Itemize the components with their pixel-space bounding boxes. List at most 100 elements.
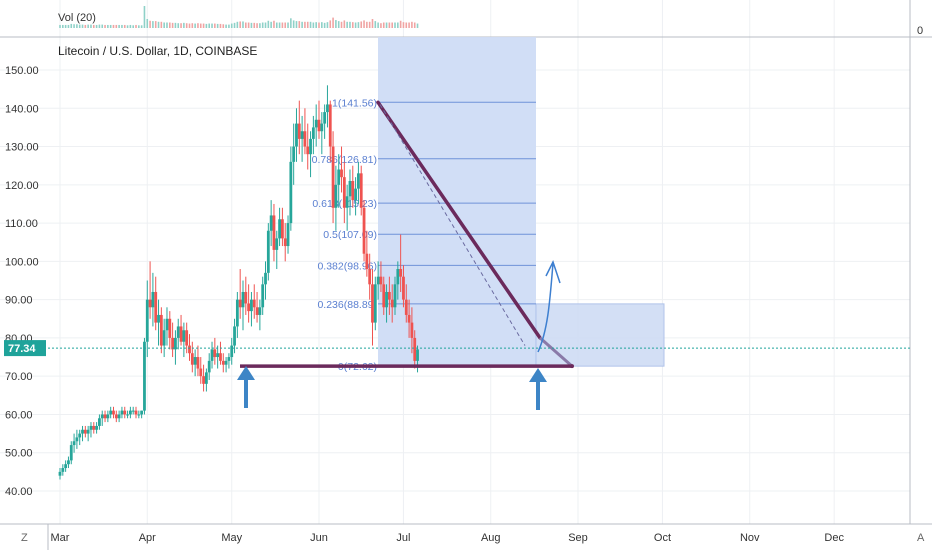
candle-body — [295, 123, 298, 147]
volume-bar — [188, 23, 191, 28]
volume-bar — [270, 21, 272, 28]
volume-bar — [168, 22, 171, 28]
candle-body — [185, 330, 189, 346]
volume-bar — [290, 18, 292, 28]
candle-body — [148, 299, 152, 308]
volume-bar — [160, 21, 163, 28]
candle-body — [278, 219, 281, 239]
candle-body — [235, 299, 239, 327]
volume-bar — [329, 20, 332, 28]
fib-level-label: 0.236(88.89) — [317, 299, 377, 311]
candle-body — [390, 299, 394, 308]
volume-bar — [259, 23, 261, 28]
candle-body — [120, 410, 124, 415]
trendline-projection[interactable] — [539, 336, 573, 368]
candle-body — [362, 207, 366, 254]
volume-bar — [351, 22, 354, 28]
candle-body — [190, 353, 194, 365]
candle-body — [289, 161, 293, 224]
time-tick-label: Nov — [740, 532, 760, 544]
volume-bar — [163, 22, 165, 28]
candle-body — [323, 112, 327, 124]
candle-body — [275, 238, 279, 250]
volume-bar — [233, 22, 236, 28]
candle-body — [396, 269, 400, 285]
candle-body — [404, 299, 408, 315]
fib-retracement-zone[interactable] — [378, 37, 536, 367]
candle-body — [320, 123, 324, 132]
target-zone-box[interactable] — [535, 303, 665, 367]
candle-body — [337, 169, 341, 185]
volume-bar — [62, 24, 64, 28]
candle-body — [92, 425, 96, 430]
candle-body — [134, 410, 138, 415]
candle-body — [188, 345, 191, 354]
price-tick-label: 100.00 — [5, 256, 39, 268]
volume-bar — [391, 22, 393, 28]
candle-body — [306, 146, 310, 155]
volume-bar — [380, 23, 382, 28]
volume-bar — [174, 22, 177, 28]
volume-bar — [326, 22, 329, 28]
volume-bar — [267, 20, 270, 28]
candle-body — [193, 357, 197, 365]
candle-body — [162, 330, 166, 346]
candle-body — [281, 219, 284, 239]
candle-body — [75, 437, 79, 442]
volume-bar — [143, 6, 146, 28]
candle-body — [123, 410, 127, 415]
projected-move-curve-icon[interactable] — [537, 262, 554, 353]
volume-bar — [140, 25, 143, 28]
dashed-channel-line[interactable] — [379, 104, 526, 346]
volume-bar — [343, 20, 346, 28]
candle-body — [317, 119, 321, 132]
auto-scale-button[interactable]: A — [917, 532, 925, 544]
zoom-button[interactable]: Z — [21, 532, 28, 544]
candle-body — [69, 445, 73, 461]
candle-body — [202, 376, 205, 384]
up-arrow-icon[interactable] — [529, 368, 547, 410]
candle-body — [216, 353, 220, 358]
volume-bar — [95, 24, 98, 28]
candle-body — [83, 429, 87, 434]
volume-bar — [405, 22, 408, 28]
candle-body — [154, 291, 158, 323]
candle-body — [252, 299, 256, 308]
volume-bar — [205, 23, 208, 28]
volume-bar — [219, 23, 222, 28]
candle-body — [258, 307, 262, 315]
candle-body — [72, 441, 76, 446]
volume-bar — [92, 24, 95, 28]
descending-trendline[interactable] — [376, 100, 542, 340]
price-tick-label: 70.00 — [5, 371, 33, 383]
volume-bar — [98, 24, 101, 28]
candle-body — [131, 410, 135, 412]
time-tick-label: Aug — [481, 532, 501, 544]
price-tick-label: 140.00 — [5, 103, 39, 115]
time-tick-label: Jun — [310, 532, 328, 544]
candle-body — [165, 318, 169, 331]
support-line-endpoint — [570, 364, 574, 369]
volume-bar — [360, 21, 363, 28]
volume-bar — [332, 17, 334, 28]
candle-body — [297, 123, 301, 139]
up-arrow-icon[interactable] — [237, 366, 255, 408]
volume-bar — [346, 21, 348, 28]
time-tick-label: May — [221, 532, 242, 544]
price-tick-label: 60.00 — [5, 409, 33, 421]
volume-series — [59, 6, 419, 28]
volume-bar — [239, 21, 241, 28]
candle-body — [385, 291, 388, 308]
candle-body — [227, 357, 231, 361]
volume-bar — [73, 24, 75, 28]
candle-body — [112, 410, 115, 415]
volume-bar — [374, 21, 377, 28]
volume-bar — [138, 25, 140, 28]
price-axis-labels: 150.00 140.00 130.00 120.00 110.00 100.00 90.0… — [5, 65, 39, 498]
candle-body — [328, 104, 332, 147]
candle-body — [371, 284, 374, 323]
candle-body — [157, 314, 160, 323]
volume-bar — [301, 21, 303, 28]
candle-body — [303, 131, 307, 147]
